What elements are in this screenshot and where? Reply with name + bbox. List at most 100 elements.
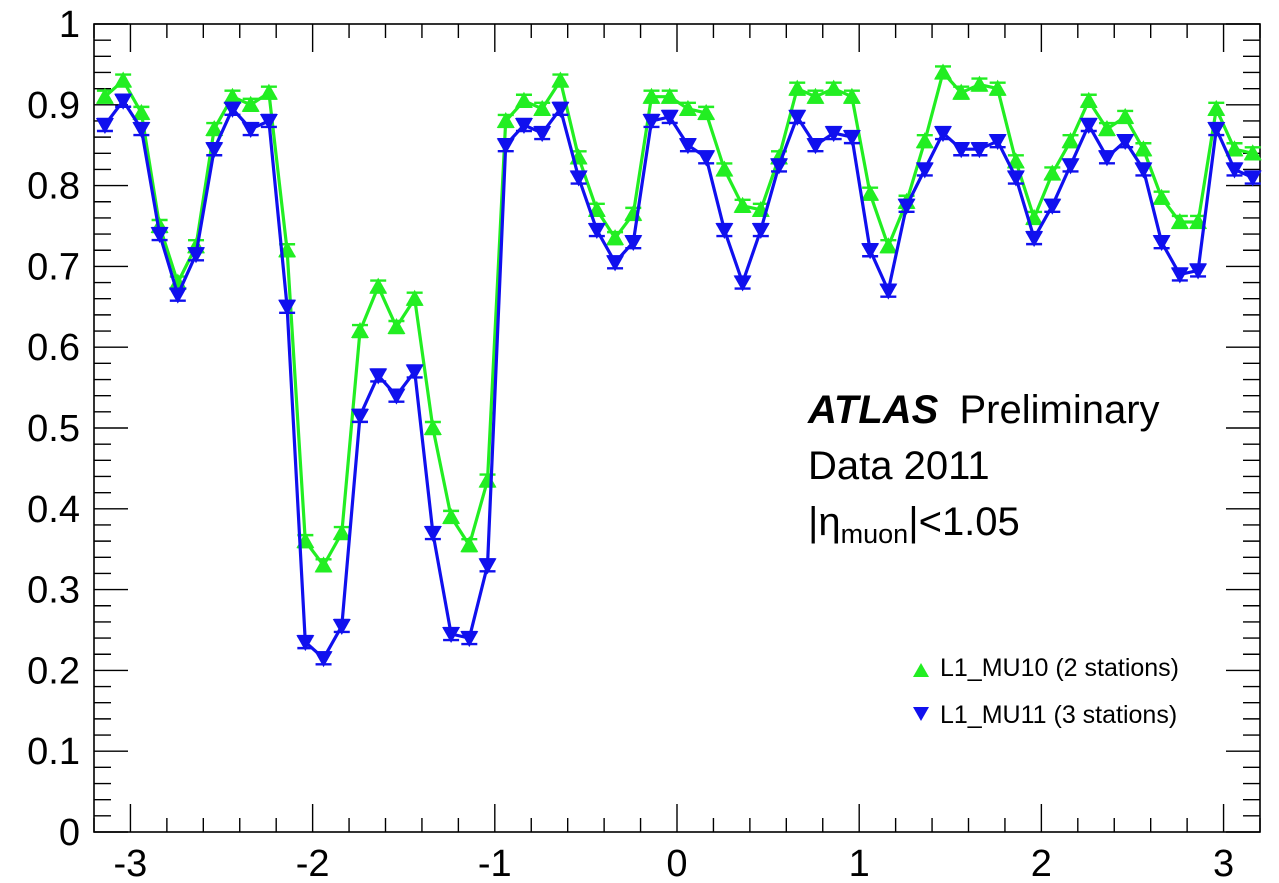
data-point-marker	[442, 507, 461, 524]
data-point-marker	[241, 95, 260, 112]
y-tick-label: 0.1	[27, 731, 80, 773]
data-point-marker	[387, 318, 406, 334]
data-point-marker	[569, 170, 588, 187]
data-point-marker	[806, 87, 825, 104]
data-point-marker	[1170, 267, 1189, 284]
data-point-marker	[1079, 118, 1098, 134]
data-point-marker	[387, 388, 406, 405]
y-tick-label: 1	[59, 4, 80, 46]
data-point-marker	[1043, 164, 1062, 181]
data-point-marker	[624, 235, 643, 252]
data-point-marker	[514, 118, 533, 134]
data-point-marker	[1079, 91, 1098, 108]
data-point-marker	[132, 122, 151, 139]
x-tick-label: -2	[296, 843, 330, 883]
data-point-marker	[897, 198, 916, 215]
data-point-marker	[1152, 188, 1171, 205]
data-point-marker	[824, 79, 843, 96]
data-point-marker	[259, 83, 278, 100]
data-point-marker	[678, 99, 697, 116]
data-point-marker	[405, 364, 424, 381]
data-point-marker	[770, 158, 789, 175]
legend: L1_MU10 (2 stations) L1_MU11 (3 stations…	[913, 654, 1179, 729]
data-point-marker	[1116, 134, 1135, 151]
legend-label-mu11: L1_MU11 (3 stations)	[940, 701, 1177, 729]
data-point-marker	[842, 130, 861, 147]
data-point-marker	[861, 243, 880, 260]
data-point-marker	[442, 627, 461, 644]
data-point-marker	[952, 142, 971, 159]
data-point-marker	[332, 524, 351, 541]
data-point-marker	[223, 87, 242, 104]
data-point-marker	[114, 71, 133, 88]
y-tick-label: 0.3	[27, 570, 80, 612]
data-point-marker	[423, 526, 442, 543]
data-point-marker	[205, 120, 224, 137]
data-point-marker	[405, 289, 424, 306]
data-point-marker	[879, 283, 898, 300]
x-tick-label: 2	[1031, 843, 1052, 883]
atlas-label: ATLAS Preliminary Data 2011 |ηmuon|<1.05	[807, 388, 1160, 549]
data-point-marker	[678, 138, 697, 155]
data-point-marker	[861, 184, 880, 201]
data-point-marker	[132, 103, 151, 120]
data-point-marker	[1207, 122, 1226, 139]
data-point-marker	[496, 111, 515, 128]
data-point-marker	[533, 99, 552, 116]
y-tick-label: 0.7	[27, 246, 80, 288]
data-point-marker	[369, 277, 388, 294]
data-point-marker	[223, 101, 242, 118]
data-point-marker	[587, 223, 606, 240]
y-tick-label: 0	[59, 812, 80, 854]
data-point-marker	[95, 87, 114, 104]
data-point-marker	[1116, 107, 1135, 124]
data-point-marker	[551, 71, 570, 88]
data-point-marker	[606, 255, 625, 272]
x-tick-label: -3	[114, 843, 148, 883]
data-point-marker	[205, 142, 224, 159]
data-point-marker	[642, 113, 661, 130]
y-tick-label: 0.4	[27, 489, 80, 531]
data-point-marker	[842, 87, 861, 104]
svg-text:ATLAS Preliminary: ATLAS Preliminary	[807, 388, 1160, 432]
data-point-marker	[533, 126, 552, 143]
data-point-marker	[314, 651, 333, 668]
data-point-marker	[423, 419, 442, 435]
data-point-marker	[259, 113, 278, 130]
series-mu11	[95, 93, 1262, 668]
data-point-marker	[1243, 170, 1262, 187]
data-point-marker	[970, 142, 989, 159]
data-point-marker	[1061, 132, 1080, 149]
data-point-marker	[1097, 150, 1116, 167]
x-tick-label: 0	[666, 843, 687, 883]
data-point-marker	[1170, 212, 1189, 229]
eta-prefix: |η	[808, 500, 841, 544]
data-point-marker	[788, 79, 807, 96]
data-point-marker	[332, 618, 351, 635]
data-point-marker	[642, 87, 661, 104]
data-point-marker	[460, 631, 479, 648]
data-point-marker	[606, 229, 625, 246]
data-point-marker	[514, 91, 533, 108]
eta-cut-label: |ηmuon|<1.05	[808, 500, 1020, 549]
data-point-marker	[733, 275, 752, 292]
data-point-marker	[150, 227, 169, 244]
eta-subscript: muon	[841, 519, 909, 549]
y-tick-label: 0.9	[27, 85, 80, 127]
data-point-marker	[551, 101, 570, 118]
legend-marker-mu10	[913, 663, 929, 677]
data-point-marker	[933, 126, 952, 143]
data-point-marker	[824, 126, 843, 143]
data-year-label: Data 2011	[808, 444, 990, 488]
data-point-marker	[733, 196, 752, 213]
data-point-marker	[915, 132, 934, 149]
data-point-marker	[496, 138, 515, 155]
y-tick-label: 0.6	[27, 327, 80, 369]
data-point-marker	[915, 162, 934, 179]
preliminary-text: Preliminary	[959, 388, 1159, 432]
data-point-marker	[788, 109, 807, 126]
y-tick-label: 0.2	[27, 650, 80, 692]
data-point-marker	[1134, 140, 1153, 157]
data-point-marker	[970, 75, 989, 92]
